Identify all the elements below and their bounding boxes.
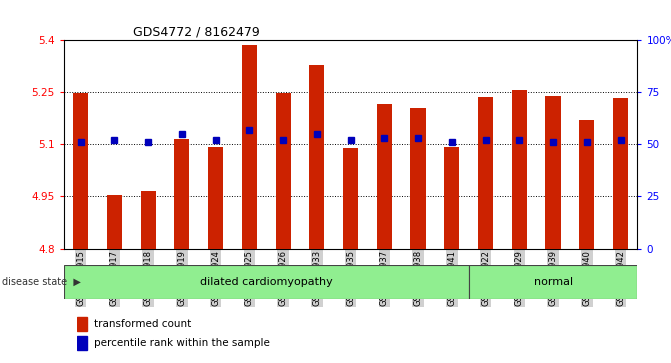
Bar <box>613 98 628 249</box>
Bar <box>77 336 87 350</box>
Text: dilated cardiomyopathy: dilated cardiomyopathy <box>200 277 333 287</box>
FancyBboxPatch shape <box>64 265 469 299</box>
Bar <box>579 120 595 249</box>
Text: GDS4772 / 8162479: GDS4772 / 8162479 <box>133 26 259 39</box>
Text: transformed count: transformed count <box>94 319 191 329</box>
Bar <box>411 108 425 249</box>
Bar <box>512 90 527 249</box>
Bar <box>376 104 392 249</box>
Bar <box>208 147 223 249</box>
Text: disease state  ▶: disease state ▶ <box>2 277 81 287</box>
Bar <box>309 65 325 249</box>
Bar <box>444 147 460 249</box>
Bar <box>276 93 291 249</box>
Bar <box>107 195 122 249</box>
Bar <box>140 191 156 249</box>
Text: normal: normal <box>533 277 572 287</box>
Bar <box>546 96 561 249</box>
Bar <box>242 45 257 249</box>
Bar <box>73 93 88 249</box>
Bar <box>478 97 493 249</box>
Bar <box>77 317 87 331</box>
FancyBboxPatch shape <box>469 265 637 299</box>
Bar <box>174 139 189 249</box>
Text: percentile rank within the sample: percentile rank within the sample <box>94 338 270 348</box>
Bar <box>343 148 358 249</box>
